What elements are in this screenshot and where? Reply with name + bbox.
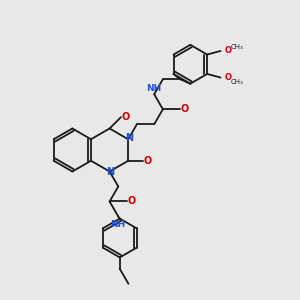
Text: CH₃: CH₃	[230, 44, 243, 50]
Text: CH₃: CH₃	[230, 79, 243, 85]
Text: O: O	[144, 156, 152, 166]
Text: NH: NH	[110, 220, 126, 229]
Text: O: O	[181, 104, 189, 114]
Text: O: O	[224, 73, 232, 82]
Text: O: O	[122, 112, 130, 122]
Text: NH: NH	[146, 84, 161, 93]
Text: O: O	[224, 46, 232, 56]
Text: N: N	[106, 167, 115, 177]
Text: O: O	[128, 196, 136, 206]
Text: N: N	[125, 134, 133, 143]
